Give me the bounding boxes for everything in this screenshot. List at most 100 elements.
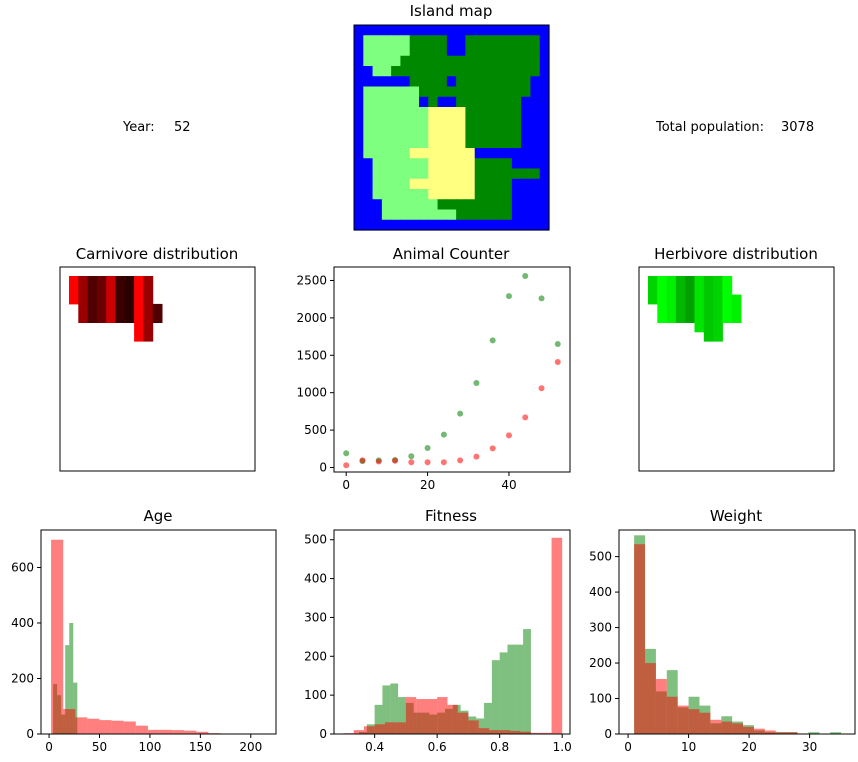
- map-cell-lowland: [409, 55, 420, 67]
- density-cell: [648, 276, 658, 286]
- map-cell-water: [539, 137, 550, 149]
- map-cell-desert: [446, 107, 457, 118]
- map-cell-water: [539, 66, 550, 77]
- map-cell-lowland: [409, 76, 420, 88]
- density-cell: [78, 313, 89, 323]
- hist-bar-carnivore: [655, 679, 667, 734]
- y-tick-label: 300: [589, 621, 612, 635]
- density-cell: [694, 313, 705, 323]
- map-cell-lowland: [484, 158, 494, 170]
- map-cell-lowland: [419, 45, 429, 57]
- map-cell-water: [381, 25, 392, 36]
- map-cell-highland: [419, 189, 429, 200]
- map-cell-desert: [465, 158, 476, 170]
- density-cell: [78, 303, 89, 314]
- hist-bar-herbivore: [523, 629, 531, 734]
- map-cell-highland: [419, 199, 429, 211]
- map-cell-highland: [400, 148, 411, 159]
- density-cell: [666, 313, 677, 323]
- map-cell-lowland: [521, 76, 532, 88]
- hist-bar-carnivore: [123, 721, 136, 734]
- map-cell-lowland: [521, 45, 532, 57]
- map-cell-highland: [391, 209, 402, 221]
- map-cell-water: [372, 76, 383, 88]
- map-cell-lowland: [511, 76, 522, 88]
- count-point-red: [408, 459, 415, 466]
- density-cell: [115, 276, 126, 286]
- map-cell-water: [539, 127, 550, 139]
- density-cell: [657, 285, 668, 296]
- map-cell-lowland: [502, 178, 513, 190]
- x-tick-label: 0: [45, 740, 53, 754]
- map-cell-water: [539, 168, 550, 180]
- map-cell-lowland: [511, 66, 522, 77]
- map-cell-lowland: [437, 45, 448, 57]
- x-tick-label: 50: [92, 740, 107, 754]
- map-cell-highland: [391, 158, 402, 170]
- hist-bar-carnivore: [135, 725, 148, 734]
- map-cell-lowland: [530, 66, 541, 77]
- map-cell-lowland: [428, 76, 439, 88]
- count-point-red: [538, 385, 545, 392]
- density-cell: [87, 285, 98, 296]
- map-cell-lowland: [493, 168, 504, 180]
- map-cell-highland: [391, 178, 402, 190]
- weight-title: Weight: [710, 507, 762, 525]
- map-cell-lowland: [428, 45, 439, 57]
- map-cell-water: [521, 158, 532, 170]
- map-cell-highland: [391, 127, 402, 139]
- map-cell-desert: [437, 168, 448, 180]
- count-point-green: [554, 341, 561, 348]
- x-tick-label: 40: [501, 478, 516, 492]
- map-cell-desert: [428, 137, 439, 149]
- map-cell-lowland: [530, 168, 541, 180]
- count-point-red: [392, 457, 399, 464]
- map-cell-desert: [428, 189, 439, 200]
- map-cell-lowland: [493, 55, 504, 67]
- map-cell-water: [354, 137, 364, 149]
- map-cell-water: [521, 96, 532, 108]
- map-cell-lowland: [446, 55, 457, 67]
- density-cell: [731, 294, 742, 305]
- map-cell-lowland: [474, 86, 485, 98]
- density-cell: [152, 313, 163, 323]
- x-tick-label: 0: [624, 740, 632, 754]
- map-cell-water: [363, 66, 374, 77]
- map-cell-lowland: [511, 137, 522, 149]
- map-cell-lowland: [474, 137, 485, 149]
- map-cell-lowland: [484, 137, 494, 149]
- map-cell-water: [354, 189, 364, 200]
- map-cell-lowland: [484, 76, 494, 88]
- map-cell-lowland: [456, 199, 467, 211]
- density-cell: [106, 294, 116, 305]
- map-cell-water: [511, 178, 522, 190]
- density-cell: [143, 313, 154, 323]
- map-cell-water: [419, 219, 429, 231]
- density-cell: [78, 276, 89, 286]
- map-cell-lowland: [456, 55, 467, 67]
- map-cell-water: [363, 25, 374, 36]
- map-cell-lowland: [484, 178, 494, 190]
- map-cell-water: [354, 127, 364, 139]
- hist-bar-herbivore: [374, 704, 383, 734]
- density-cell: [69, 276, 79, 286]
- map-cell-lowland: [502, 76, 513, 88]
- map-cell-desert: [428, 178, 439, 190]
- map-cell-highland: [409, 158, 420, 170]
- density-cell: [78, 285, 89, 296]
- year-value: 52: [174, 120, 191, 135]
- map-cell-lowland: [493, 189, 504, 200]
- map-cell-highland: [372, 148, 383, 159]
- map-cell-water: [511, 219, 522, 231]
- x-tick-label: 0.6: [428, 740, 447, 754]
- map-cell-highland: [363, 86, 374, 98]
- map-cell-lowland: [409, 35, 420, 47]
- map-cell-lowland: [456, 66, 467, 77]
- map-cell-lowland: [530, 55, 541, 67]
- map-cell-highland: [400, 209, 411, 221]
- map-cell-lowland: [437, 55, 448, 67]
- map-cell-water: [521, 189, 532, 200]
- density-cell: [134, 322, 144, 333]
- map-cell-water: [446, 76, 457, 88]
- map-cell-highland: [391, 189, 402, 200]
